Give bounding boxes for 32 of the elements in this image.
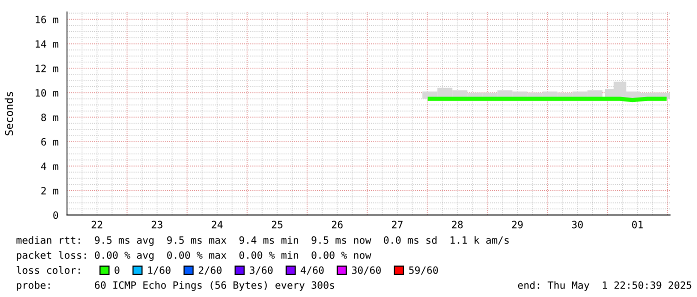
legend-label: 2/60 [198,266,222,275]
x-tick-label: 25 [272,220,282,228]
legend-label: 30/60 [352,266,381,275]
y-tick-label: 10 m [36,89,58,97]
y-tick-label: 6 m [41,138,58,146]
y-tick-label: 12 m [36,64,58,72]
y-tick-label: 16 m [36,16,58,24]
y-axis-title: Seconds [4,92,14,136]
text: loss color: [16,266,80,274]
x-tick-label: 27 [392,220,403,228]
x-tick-label: 28 [452,220,463,228]
y-tick-label: 4 m [41,162,58,170]
text: probe: 60 ICMP Echo Pings (56 Bytes) every 300s [16,281,334,291]
legend-label: 3/60 [250,266,273,275]
x-tick-label: 22 [92,220,102,228]
y-tick-label: 2 m [41,186,58,194]
x-tick-label: 24 [212,220,223,228]
x-tick-label: 26 [332,220,343,228]
x-tick-label: 23 [152,220,162,228]
legend-label: 0 [114,266,120,274]
legend-label: 1/60 [148,266,170,275]
legend-label: 4/60 [300,266,324,275]
y-tick-label: 8 m [41,114,58,122]
legend-label: 59/60 [409,266,438,275]
x-tick-label: 01 [632,220,643,228]
y-tick-label: 0 [53,211,58,219]
x-tick-label: 29 [512,220,523,228]
y-tick-label: 14 m [36,40,58,48]
x-tick-label: 30 [572,220,583,228]
text: median rtt: 9.5 ms avg 9.5 ms max 9.4 ms min 9.5 ms now 0.0 ms sd 1.1 k am/s [16,236,509,246]
text: packet loss: 0.00 % avg 0.00 % max 0.00 % min 0.00 % now [16,251,372,261]
text: end: Thu May 1 22:50:39 2025 [518,281,692,291]
